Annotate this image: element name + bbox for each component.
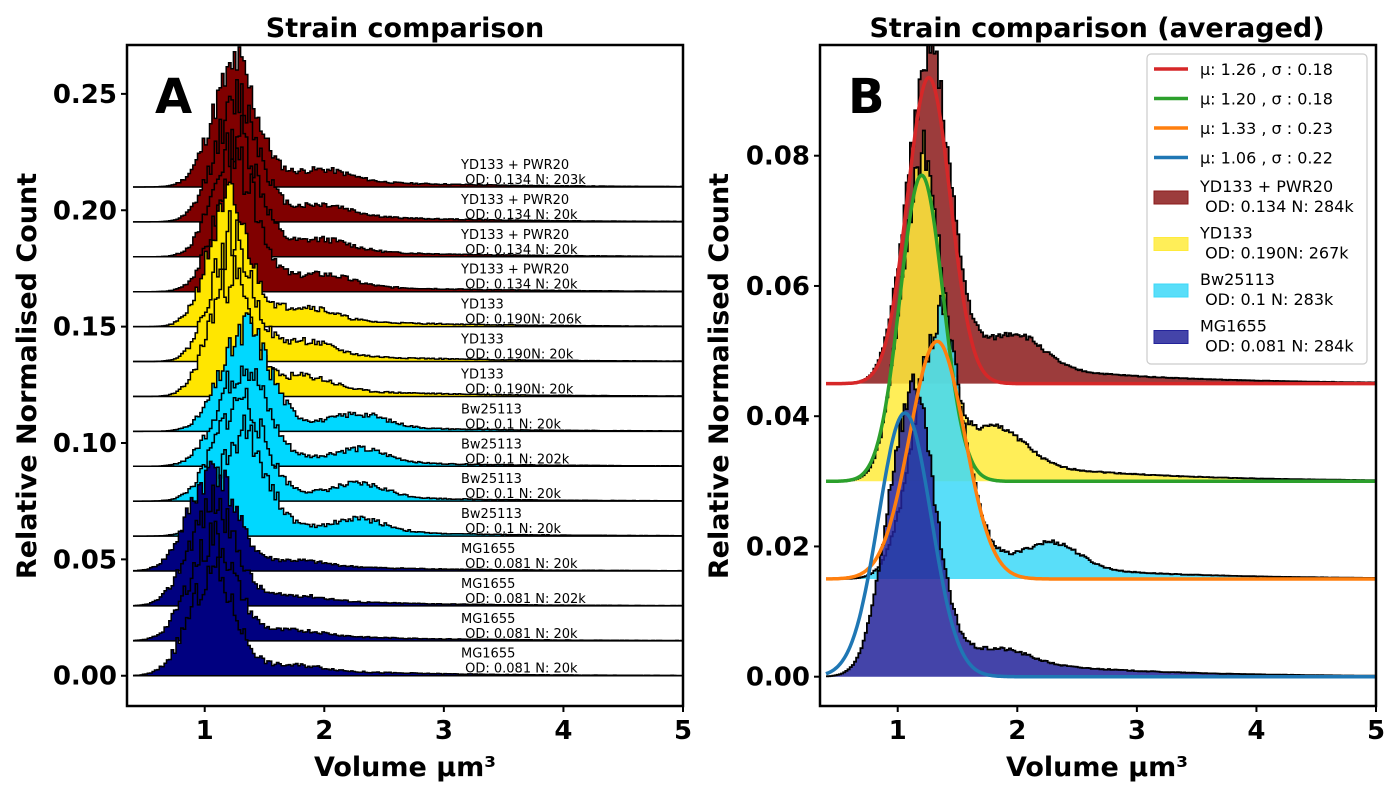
panel-a-xtick-label: 4 <box>554 716 572 746</box>
panel-a-series-annotation: YD133 OD: 0.190N: 20k <box>460 333 574 363</box>
panel-b-ytick-label: 0.02 <box>746 532 810 562</box>
panel-a-series-annotation: Bw25113 OD: 0.1 N: 20k <box>461 402 561 432</box>
panel-a-series-outline-bw <box>133 387 683 502</box>
panel-a-series-annotation: YD133 OD: 0.190N: 206k <box>460 298 582 328</box>
panel-b-plot-area <box>825 45 1376 679</box>
panel-a-series-fill-bw <box>133 366 683 467</box>
panel-b-ytick-label: 0.06 <box>746 272 810 302</box>
panel-a-letter: A <box>155 69 192 125</box>
panel-a-series-fill-bw <box>133 313 683 432</box>
legend-box <box>1146 53 1368 365</box>
panel-a-series-outline-yd <box>133 210 683 363</box>
panel-a-plot-area: YD133 + PWR20 OD: 0.134 N: 203k YD133 + P… <box>132 46 683 677</box>
panel-b-xtick-label: 4 <box>1247 716 1265 746</box>
panel-a-ticks: 1 2 3 4 5 0.00 0.05 0.10 0.15 0.20 0.25 <box>53 80 692 746</box>
panel-b-fit-curve-fit_blue <box>825 411 1376 679</box>
panel-b-ytick-label: 0.08 <box>746 142 810 172</box>
panel-b-ticks: 1 2 3 4 5 0.00 0.02 0.04 0.06 0.08 <box>746 142 1385 746</box>
legend-fit-label: μ: 1.26 , σ : 0.18 <box>1200 60 1333 79</box>
panel-b-fit-curve-fit_orange <box>826 339 1376 581</box>
panel-b-series-group <box>825 45 1376 679</box>
legend-hist-swatch <box>1153 330 1189 344</box>
panel-b-frame <box>818 43 1378 708</box>
panel-a-ytick-label: 0.05 <box>53 545 117 575</box>
panel-a-series-fill-pwr <box>133 147 683 292</box>
panel-a: Strain comparison YD133 + PWR20 OD: 0.13… <box>12 13 692 783</box>
panel-a-series-annotation: Bw25113 OD: 0.1 N: 20k <box>461 472 561 502</box>
legend-fit-label: μ: 1.20 , σ : 0.18 <box>1200 90 1333 109</box>
panel-a-series-fill-pwr <box>133 79 683 222</box>
panel-b-hist-fill-mg <box>826 374 1376 677</box>
panel-b-hist-outline-yd <box>826 129 1376 483</box>
panel-b-ylabel: Relative Normalised Count <box>704 173 735 579</box>
panel-b-legend: μ: 1.26 , σ : 0.18 μ: 1.20 , σ : 0.18 μ: 1… <box>1146 53 1368 365</box>
panel-a-series-outline-pwr <box>133 114 683 258</box>
panel-a-series-outline-pwr <box>133 46 683 188</box>
panel-b-hist-fill-bw <box>826 295 1376 579</box>
legend-hist-label: Bw25113 OD: 0.1 N: 283k <box>1200 270 1334 309</box>
legend-hist-swatch <box>1153 190 1189 205</box>
panel-a-series-annotation: Bw25113 OD: 0.1 N: 202k <box>461 437 570 467</box>
panel-b-hist-outline-mg <box>826 373 1376 678</box>
legend-hist-swatch <box>1153 237 1189 251</box>
panel-a-series-annotation: YD133 OD: 0.190N: 20k <box>460 367 574 397</box>
panel-a-series-annotation: YD133 + PWR20 OD: 0.134 N: 20k <box>460 193 578 223</box>
panel-a-series-annotation: MG1655 OD: 0.081 N: 20k <box>461 542 578 572</box>
panel-b-xlabel: Volume µm³ <box>1006 752 1188 783</box>
panel-b-ytick-label: 0.04 <box>746 402 810 432</box>
panel-a-frame <box>125 43 685 708</box>
panel-b-fit-curve-fit_red <box>826 75 1376 386</box>
panel-a-series-outline-pwr <box>133 78 683 223</box>
legend-hist-swatch <box>1153 283 1189 298</box>
panel-a-series-outline-bw <box>133 312 683 433</box>
panel-a-series-annotation: YD133 + PWR20 OD: 0.134 N: 20k <box>460 228 578 258</box>
panel-a-series-fill-pwr <box>133 115 683 257</box>
panel-a-xtick-label: 5 <box>674 716 692 746</box>
panel-a-series-outline-yd <box>133 181 683 328</box>
panel-b-xtick-label: 2 <box>1008 716 1026 746</box>
panel-a-series-annotation: MG1655 OD: 0.081 N: 20k <box>461 647 578 677</box>
panel-b-hist-outline-pwr <box>826 45 1376 385</box>
panel-a-ytick-label: 0.20 <box>53 196 117 226</box>
panel-a-ytick-label: 0.15 <box>53 313 117 343</box>
panel-b-xtick-label: 3 <box>1128 716 1146 746</box>
panel-b-hist-fill-yd <box>826 130 1376 482</box>
panel-a-ytick-label: 0.10 <box>53 429 117 459</box>
panel-a-xtick-label: 2 <box>315 716 333 746</box>
legend-fit-label: μ: 1.06 , σ : 0.22 <box>1200 149 1333 168</box>
panel-a-series-outline-yd <box>133 255 683 398</box>
panel-b-hist-outline-bw <box>826 294 1376 580</box>
legend-fit-label: μ: 1.33 , σ : 0.23 <box>1200 119 1333 138</box>
panel-a-series-outline-bw <box>133 414 683 537</box>
panel-a-xtick-label: 1 <box>196 716 214 746</box>
legend-hist-label: YD133 + PWR20 OD: 0.134 N: 284k <box>1199 177 1354 216</box>
panel-a-series-annotation: MG1655 OD: 0.081 N: 20k <box>461 612 578 642</box>
panel-a-ytick-label: 0.00 <box>53 662 117 692</box>
panel-a-series-fill-mg <box>133 557 683 676</box>
panel-b-xtick-label: 5 <box>1367 716 1385 746</box>
panel-b-letter: B <box>848 69 885 125</box>
legend-hist-label: MG1655 OD: 0.081 N: 284k <box>1200 317 1354 356</box>
panel-b-fit-curve-fit_green <box>826 173 1376 484</box>
panel-a-series-group <box>132 46 683 677</box>
panel-b-title: Strain comparison (averaged) <box>869 13 1324 44</box>
panel-a-ylabel: Relative Normalised Count <box>12 173 43 579</box>
panel-a-ytick-label: 0.25 <box>53 80 117 110</box>
panel-a-series-outline-bw <box>133 365 683 468</box>
panel-b: Strain comparison (averaged) B 1 2 3 4 5 0.00… <box>704 13 1385 783</box>
panel-a-series-annotation: MG1655 OD: 0.081 N: 202k <box>461 577 586 607</box>
panel-a-xlabel: Volume µm³ <box>314 752 496 783</box>
panel-b-ytick-label: 0.00 <box>746 663 810 693</box>
panel-b-xtick-label: 1 <box>889 716 907 746</box>
panel-a-series-fill-bw <box>133 388 683 502</box>
panel-a-series-annotation: YD133 + PWR20 OD: 0.134 N: 203k <box>460 158 586 188</box>
panel-a-xtick-label: 3 <box>435 716 453 746</box>
panel-a-series-annotation: Bw25113 OD: 0.1 N: 20k <box>461 507 561 537</box>
panel-a-series-fill-pwr <box>133 47 683 187</box>
panel-a-series-fill-bw <box>133 415 683 537</box>
panel-a-title: Strain comparison <box>266 13 544 44</box>
panel-a-series-annotation: YD133 + PWR20 OD: 0.134 N: 20k <box>460 263 578 293</box>
legend-hist-label: YD133 OD: 0.190N: 267k <box>1199 224 1349 263</box>
